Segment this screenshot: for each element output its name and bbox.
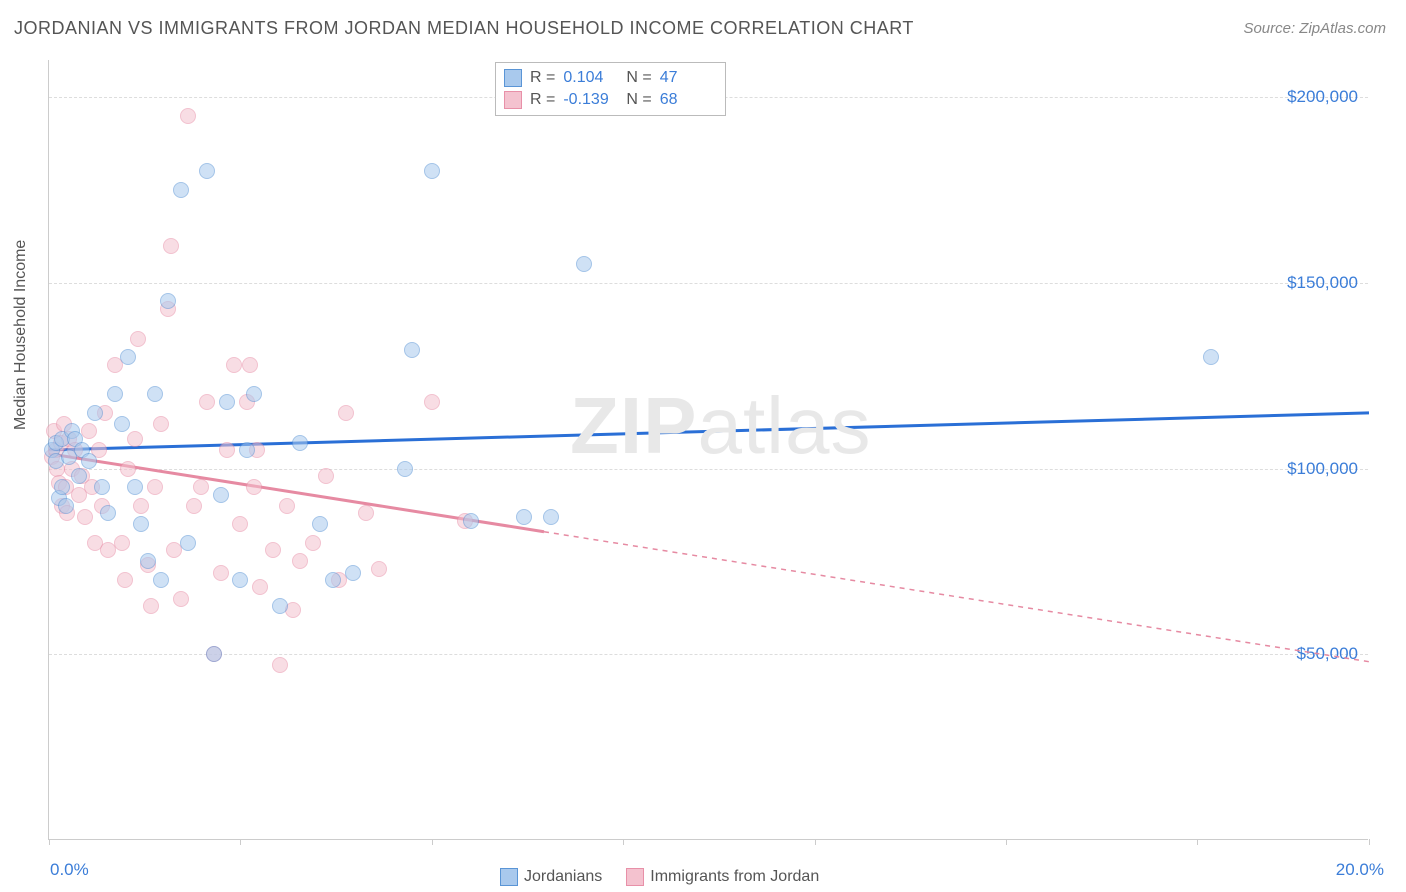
data-point-jordanians (107, 386, 123, 402)
data-point-immigrants (114, 535, 130, 551)
data-point-jordanians (180, 535, 196, 551)
bottom-legend: Jordanians Immigrants from Jordan (500, 868, 819, 886)
data-point-jordanians (81, 453, 97, 469)
data-point-immigrants (371, 561, 387, 577)
data-point-jordanians (232, 572, 248, 588)
data-point-jordanians (114, 416, 130, 432)
correlation-stats-box: R = 0.104 N = 47 R = -0.139 N = 68 (495, 62, 726, 116)
x-tick (1369, 839, 1370, 845)
r-value-jordanians: 0.104 (563, 69, 618, 87)
swatch-jordanians-icon (500, 868, 518, 886)
data-point-immigrants (265, 542, 281, 558)
data-point-immigrants (213, 565, 229, 581)
data-point-immigrants (358, 505, 374, 521)
x-tick-label-max: 20.0% (1336, 860, 1384, 880)
data-point-jordanians (206, 646, 222, 662)
data-point-jordanians (576, 256, 592, 272)
data-point-jordanians (312, 516, 328, 532)
data-point-jordanians (94, 479, 110, 495)
data-point-immigrants (127, 431, 143, 447)
swatch-immigrants-icon (504, 91, 522, 109)
data-point-immigrants (193, 479, 209, 495)
data-point-jordanians (345, 565, 361, 581)
data-point-immigrants (130, 331, 146, 347)
n-label: N = (626, 69, 651, 87)
data-point-immigrants (199, 394, 215, 410)
data-point-immigrants (143, 598, 159, 614)
data-point-jordanians (58, 498, 74, 514)
n-value-immigrants: 68 (660, 91, 715, 109)
r-label: R = (530, 69, 555, 87)
swatch-immigrants-icon (626, 868, 644, 886)
data-point-jordanians (463, 513, 479, 529)
data-point-jordanians (127, 479, 143, 495)
data-point-immigrants (246, 479, 262, 495)
data-point-immigrants (133, 498, 149, 514)
data-point-jordanians (404, 342, 420, 358)
data-point-immigrants (232, 516, 248, 532)
data-point-immigrants (117, 572, 133, 588)
data-point-immigrants (292, 553, 308, 569)
data-point-jordanians (424, 163, 440, 179)
data-point-jordanians (397, 461, 413, 477)
data-point-jordanians (325, 572, 341, 588)
data-point-jordanians (140, 553, 156, 569)
correlation-row-jordanians: R = 0.104 N = 47 (504, 67, 715, 89)
data-point-immigrants (173, 591, 189, 607)
legend-label-immigrants: Immigrants from Jordan (650, 868, 819, 886)
n-value-jordanians: 47 (660, 69, 715, 87)
swatch-jordanians-icon (504, 69, 522, 87)
data-point-immigrants (180, 108, 196, 124)
data-point-immigrants (120, 461, 136, 477)
data-point-immigrants (226, 357, 242, 373)
data-point-immigrants (424, 394, 440, 410)
data-point-jordanians (54, 479, 70, 495)
data-point-jordanians (100, 505, 116, 521)
data-point-immigrants (305, 535, 321, 551)
data-point-jordanians (173, 182, 189, 198)
data-point-jordanians (87, 405, 103, 421)
data-point-immigrants (338, 405, 354, 421)
data-point-immigrants (272, 657, 288, 673)
correlation-row-immigrants: R = -0.139 N = 68 (504, 89, 715, 111)
data-point-jordanians (199, 163, 215, 179)
x-tick-label-min: 0.0% (50, 860, 89, 880)
data-point-immigrants (77, 509, 93, 525)
data-point-jordanians (246, 386, 262, 402)
data-point-jordanians (1203, 349, 1219, 365)
data-point-jordanians (219, 394, 235, 410)
data-point-immigrants (186, 498, 202, 514)
data-point-immigrants (252, 579, 268, 595)
chart-plot-area: $50,000$100,000$150,000$200,000 (48, 60, 1368, 840)
data-point-jordanians (71, 468, 87, 484)
y-axis-label: Median Household Income (12, 240, 30, 430)
data-point-jordanians (153, 572, 169, 588)
n-label: N = (626, 91, 651, 109)
data-point-jordanians (147, 386, 163, 402)
legend-item-immigrants: Immigrants from Jordan (626, 868, 819, 886)
data-point-immigrants (163, 238, 179, 254)
data-point-immigrants (279, 498, 295, 514)
data-point-jordanians (213, 487, 229, 503)
r-value-immigrants: -0.139 (563, 91, 618, 109)
data-point-jordanians (272, 598, 288, 614)
data-point-jordanians (133, 516, 149, 532)
data-point-jordanians (160, 293, 176, 309)
data-point-immigrants (242, 357, 258, 373)
chart-title: JORDANIAN VS IMMIGRANTS FROM JORDAN MEDI… (14, 18, 914, 39)
r-label: R = (530, 91, 555, 109)
source-attribution: Source: ZipAtlas.com (1243, 20, 1386, 37)
legend-label-jordanians: Jordanians (524, 868, 602, 886)
legend-item-jordanians: Jordanians (500, 868, 602, 886)
data-point-jordanians (516, 509, 532, 525)
data-point-immigrants (219, 442, 235, 458)
data-point-immigrants (318, 468, 334, 484)
data-point-jordanians (239, 442, 255, 458)
data-point-jordanians (543, 509, 559, 525)
data-point-jordanians (120, 349, 136, 365)
data-point-immigrants (147, 479, 163, 495)
data-point-jordanians (292, 435, 308, 451)
data-point-immigrants (153, 416, 169, 432)
